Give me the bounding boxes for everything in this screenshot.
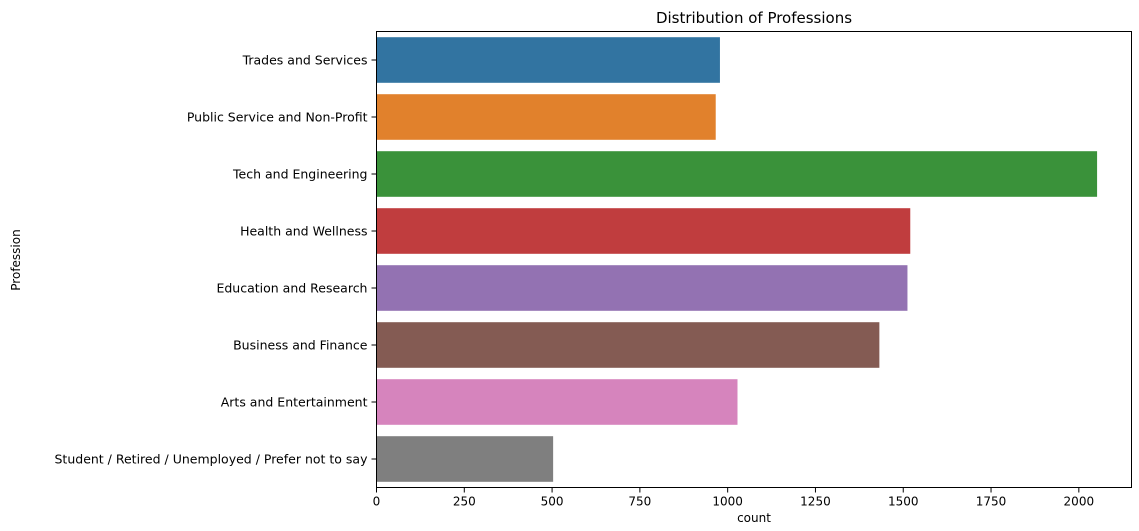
y-tick-label: Tech and Engineering: [232, 167, 367, 182]
y-tick-label: Business and Finance: [233, 338, 368, 353]
y-tick-label: Education and Research: [216, 281, 367, 296]
bar-0: [376, 37, 720, 83]
x-tick-label: 1250: [800, 495, 831, 509]
y-tick-label: Public Service and Non-Profit: [187, 110, 368, 125]
bar-3: [376, 208, 911, 254]
bars-group: [376, 37, 1098, 482]
x-tick-label: 1750: [976, 495, 1007, 509]
y-tick-label: Arts and Entertainment: [221, 395, 368, 410]
bar-2: [376, 151, 1098, 197]
chart-title: Distribution of Professions: [656, 9, 852, 27]
y-tick-label: Trades and Services: [242, 53, 368, 68]
x-axis-label: count: [737, 511, 771, 525]
bar-6: [376, 379, 738, 425]
x-tick-label: 1500: [888, 495, 919, 509]
y-axis-label: Profession: [9, 229, 23, 290]
x-tick-label: 250: [453, 495, 476, 509]
x-tick-label: 750: [628, 495, 651, 509]
y-tick-labels-group: Trades and Services Public Service and No…: [55, 53, 377, 467]
bar-1: [376, 94, 716, 140]
plot-frame: [376, 31, 1132, 488]
bar-7: [376, 436, 554, 482]
y-tick-label: Health and Wellness: [240, 224, 367, 239]
x-tick-label: 2000: [1064, 495, 1095, 509]
x-tick-labels-group: 0 250 500 750 1000 1250 1500 1750 2000: [373, 487, 1095, 509]
y-tick-label: Student / Retired / Unemployed / Prefer …: [55, 452, 369, 467]
x-tick-label: 0: [373, 495, 381, 509]
x-tick-label: 1000: [712, 495, 743, 509]
bar-5: [376, 322, 880, 368]
bar-4: [376, 265, 908, 311]
x-tick-label: 500: [541, 495, 564, 509]
